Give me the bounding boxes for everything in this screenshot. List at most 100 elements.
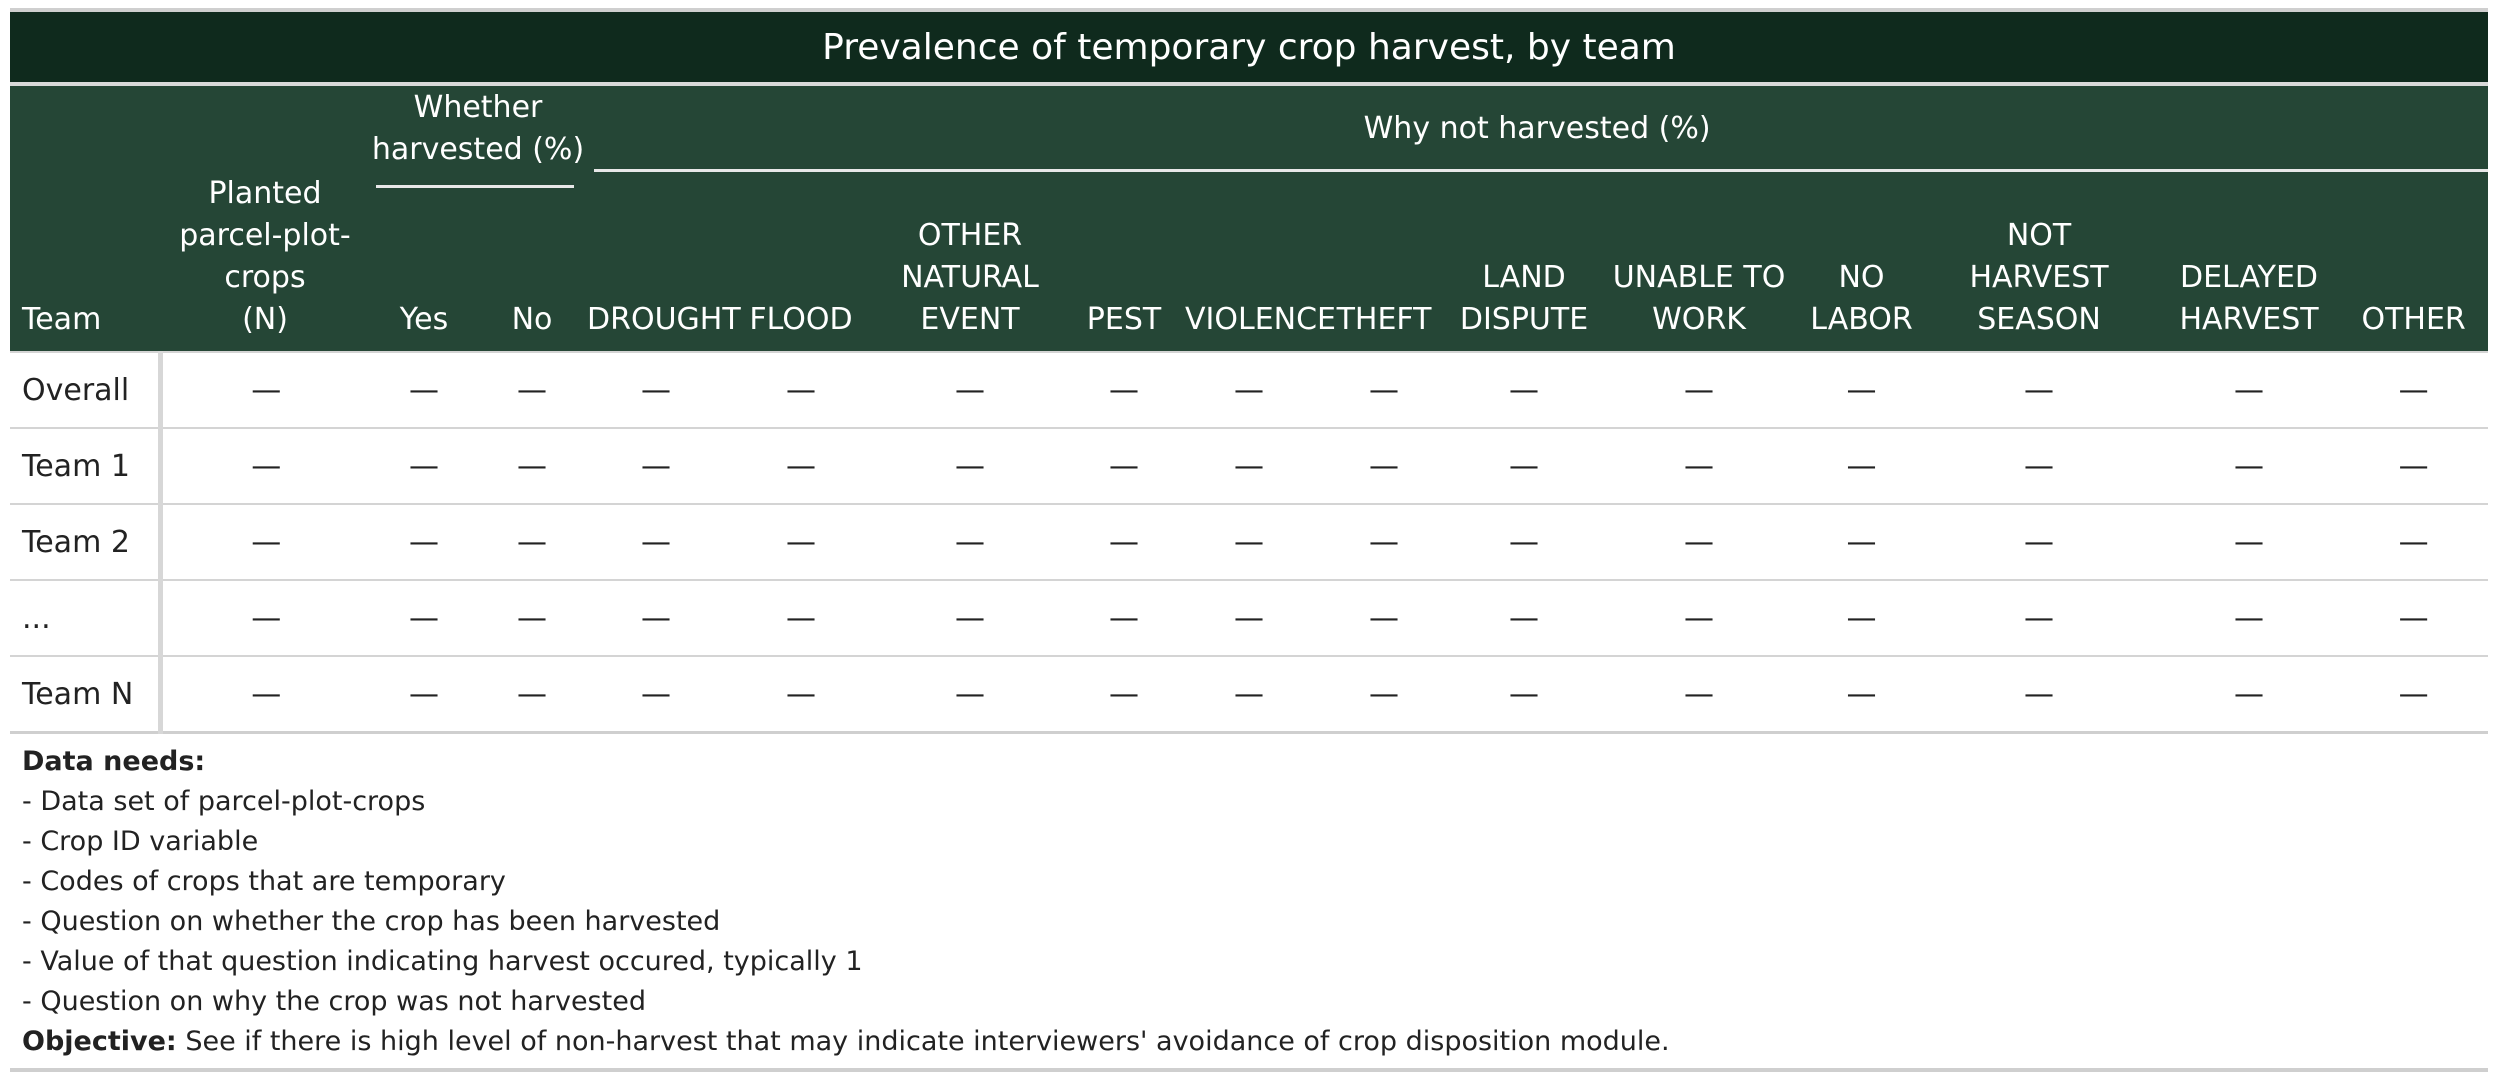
table-cell: — — [370, 655, 478, 734]
table-cell: — — [478, 503, 587, 580]
table-cell: — — [2339, 427, 2489, 504]
table-row: Team N — — — — — — — — — — — — — — — — [10, 655, 2489, 734]
objective-text: See if there is high level of non-harves… — [176, 1026, 1670, 1057]
header-col-theft: THEFT — [1314, 172, 1455, 352]
row-team-label: Team N — [10, 655, 163, 734]
table-cell: — — [726, 351, 877, 428]
table-cell: — — [1594, 427, 1805, 504]
table-row: Overall — — — — — — — — — — — — — — — — [10, 351, 2489, 428]
table-cell: — — [1804, 579, 1920, 656]
table-cell: — — [726, 579, 877, 656]
table-cell: — — [1594, 579, 1805, 656]
table-cell: — — [876, 427, 1065, 504]
table-cell: — — [2339, 503, 2489, 580]
table-cell: — — [1454, 579, 1595, 656]
table-cell: — — [1919, 655, 2160, 734]
header-col-other-natural-event: OTHER NATURAL EVENT — [876, 172, 1065, 352]
data-needs-item: - Codes of crops that are temporary — [22, 866, 506, 897]
title-separator — [10, 82, 2488, 86]
table-cell: — — [876, 503, 1065, 580]
table-cell: — — [1919, 427, 2160, 504]
row-team-label: Team 1 — [10, 427, 163, 504]
table-cell: — — [1594, 503, 1805, 580]
table-cell: — — [1454, 503, 1595, 580]
table-cell: — — [478, 579, 587, 656]
table-cell: — — [1314, 655, 1455, 734]
table-cell: — — [876, 579, 1065, 656]
bottom-rule — [10, 1068, 2488, 1072]
table-cell: — — [2159, 655, 2340, 734]
table-cell: — — [726, 427, 877, 504]
table-cell: — — [2339, 351, 2489, 428]
data-needs-item: - Question on whether the crop has been … — [22, 906, 721, 937]
table-cell: — — [586, 655, 727, 734]
table-cell: — — [1919, 351, 2160, 428]
table-row: Team 1— — — — — — — — — — — — — — — — [10, 427, 2489, 504]
table-cell: — — [1804, 655, 1920, 734]
table-cell: — — [160, 503, 370, 580]
table-cell: — — [478, 655, 587, 734]
group-underline-why-not — [594, 169, 2489, 172]
table-cell: — — [1594, 351, 1805, 428]
table-cell: — — [876, 655, 1065, 734]
table-cell: — — [876, 351, 1065, 428]
header-whether-line1: Whether — [413, 90, 543, 125]
data-needs-label: Data needs: — [22, 746, 206, 777]
table-cell: — — [370, 351, 478, 428]
header-col-drought: DROUGHT — [586, 172, 741, 352]
report-table-container: Prevalence of temporary crop harvest, by… — [10, 8, 2489, 1072]
table-cell: — — [1314, 503, 1455, 580]
header-col-violence: VIOLENCE — [1184, 172, 1336, 352]
header-col-unable-to-work: UNABLE TO WORK — [1594, 172, 1805, 352]
table-cell: — — [2339, 579, 2489, 656]
table-cell: — — [1184, 655, 1315, 734]
header-planted-line3: crops — [224, 260, 306, 295]
header-planted-line1: Planted — [208, 176, 322, 211]
header-team: Team — [10, 86, 160, 352]
table-cell: — — [160, 655, 370, 734]
table-cell: — — [1314, 351, 1455, 428]
table-cell: — — [478, 351, 587, 428]
table-cell: — — [1804, 351, 1920, 428]
table-cell: — — [1454, 351, 1595, 428]
table-cell: — — [1184, 351, 1315, 428]
header-planted: Planted parcel-plot- crops (N) — [160, 86, 370, 352]
table-cell: — — [1064, 655, 1185, 734]
table-cell: — — [1064, 427, 1185, 504]
header-col-no-labor: NO LABOR — [1804, 172, 1920, 352]
table-cell: — — [478, 427, 587, 504]
row-team-label: ... — [10, 579, 163, 656]
header-col-delayed-harvest: DELAYED HARVEST — [2159, 172, 2340, 352]
header-col-land-dispute: LAND DISPUTE — [1454, 172, 1595, 352]
header-col-pest: PEST — [1064, 172, 1185, 352]
table-cell: — — [1184, 503, 1315, 580]
table-cell: — — [726, 655, 877, 734]
header-planted-line4: (N) — [242, 302, 288, 337]
table-cell: — — [2159, 503, 2340, 580]
table-cell: — — [726, 503, 877, 580]
header-why-not-label: Why not harvested (%) — [1363, 111, 1711, 146]
table-cell: — — [1454, 427, 1595, 504]
table-cell: — — [2159, 579, 2340, 656]
top-rule — [10, 8, 2488, 12]
table-cell: — — [1314, 579, 1455, 656]
table-title: Prevalence of temporary crop harvest, by… — [10, 12, 2488, 82]
table-cell: — — [1594, 655, 1805, 734]
table-cell: — — [586, 579, 727, 656]
harvest-table: Team Planted parcel-plot- crops (N) Whet… — [10, 86, 2489, 734]
data-needs-item: - Question on why the crop was not harve… — [22, 986, 646, 1017]
table-cell: — — [160, 351, 370, 428]
header-col-yes: Yes — [370, 172, 478, 352]
header-col-not-harvest-season: NOT HARVEST SEASON — [1919, 172, 2160, 352]
objective-line: Objective: See if there is high level of… — [22, 1022, 2476, 1062]
table-cell: — — [370, 579, 478, 656]
header-col-other: OTHER — [2339, 172, 2489, 352]
table-cell: — — [1184, 579, 1315, 656]
group-underline-whether — [376, 185, 575, 188]
notes-section: Data needs: - Data set of parcel-plot-cr… — [10, 734, 2488, 1068]
table-cell: — — [2339, 655, 2489, 734]
data-needs-item: - Value of that question indicating harv… — [22, 946, 863, 977]
table-cell: — — [1064, 503, 1185, 580]
table-cell: — — [1184, 427, 1315, 504]
table-cell: — — [586, 503, 727, 580]
